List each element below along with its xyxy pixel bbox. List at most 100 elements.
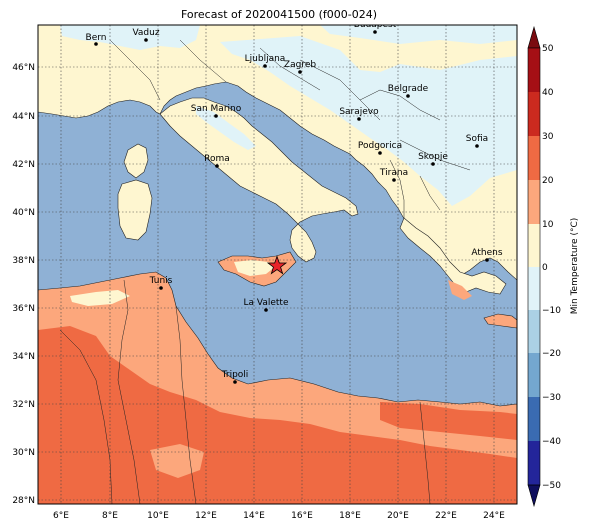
- colorbar-band: [528, 310, 540, 353]
- land-peloponnese-warm: [448, 280, 472, 300]
- x-axis: 6°E 8°E 10°E 12°E 14°E 16°E 18°E 20°E 22…: [53, 511, 505, 521]
- city-sofia: Sofia: [466, 134, 488, 148]
- colorbar-band: [528, 441, 540, 485]
- city-dot: [144, 38, 148, 42]
- city-dot: [378, 151, 382, 155]
- colorbar-band: [528, 353, 540, 397]
- city-label: La Valette: [244, 298, 289, 308]
- map-title: Forecast of 2020041500 (f000-024): [181, 8, 377, 21]
- city-tripoli: Tripoli: [221, 370, 249, 384]
- land-sicily-core: [234, 260, 276, 276]
- cold-patch-balkans: [220, 36, 517, 206]
- city-dot: [357, 117, 361, 121]
- cold-patch-alps: [60, 25, 200, 50]
- city-budapest: Budapest: [354, 20, 397, 34]
- cold-patch-apennine: [196, 106, 256, 150]
- city-tunis: Tunis: [149, 276, 173, 290]
- colorbar-band: [528, 92, 540, 136]
- colorbar-extend-top: [527, 25, 541, 49]
- city-label: Tripoli: [221, 370, 249, 380]
- y-tick-label: 30°N: [12, 448, 35, 458]
- y-tick-label: 42°N: [12, 160, 35, 170]
- city-bern: Bern: [86, 33, 107, 46]
- y-tick-label: 44°N: [12, 112, 35, 122]
- colorbar-tick-label: 10: [542, 220, 554, 230]
- y-tick-label: 34°N: [12, 352, 35, 362]
- colorbar: 50 40 30 20 10 0 −10 −20 −30 −40 −50 Min…: [527, 25, 580, 508]
- y-tick-label: 38°N: [12, 256, 35, 266]
- x-tick-label: 24°E: [483, 511, 505, 521]
- colorbar-tick-label: −40: [542, 437, 561, 447]
- land-greece: [399, 217, 507, 295]
- city-label: Vaduz: [132, 28, 159, 38]
- city-la-valette: La Valette: [244, 298, 289, 312]
- land-sardinia: [117, 179, 153, 241]
- city-skopje: Skopje: [418, 152, 448, 166]
- city-label: Ljubljana: [245, 54, 286, 64]
- colorbar-tick-label: −20: [542, 349, 561, 359]
- city-zagreb: Zagreb: [284, 60, 316, 74]
- x-tick-label: 6°E: [53, 511, 69, 521]
- country-borders: [59, 39, 471, 504]
- y-axis: 46°N 44°N 42°N 40°N 38°N 36°N 34°N 32°N …: [12, 63, 35, 506]
- cool-patch-atlas: [70, 290, 130, 306]
- x-tick-label: 14°E: [243, 511, 265, 521]
- city-dot: [159, 286, 163, 290]
- red-star-icon: [266, 255, 288, 275]
- colorbar-tick-label: 30: [542, 132, 554, 142]
- hot-patch-sahara-east: [380, 402, 517, 440]
- colorbar-ticks: 50 40 30 20 10 0 −10 −20 −30 −40 −50: [542, 44, 561, 491]
- city-label: San Marino: [191, 104, 242, 114]
- city-dot: [233, 380, 237, 384]
- colorbar-band: [528, 136, 540, 180]
- city-dot: [215, 164, 219, 168]
- colorbar-tick-label: 50: [542, 44, 554, 54]
- city-dot: [94, 42, 98, 46]
- city-label: Roma: [204, 154, 230, 164]
- y-tick-label: 32°N: [12, 400, 35, 410]
- city-dot: [475, 144, 479, 148]
- y-tick-label: 46°N: [12, 63, 35, 73]
- city-san-marino: San Marino: [191, 104, 242, 118]
- colorbar-label: Min Temperature (°C): [570, 218, 580, 315]
- city-roma: Roma: [204, 154, 230, 168]
- city-dot: [406, 94, 410, 98]
- city-label: Skopje: [418, 152, 448, 162]
- colorbar-tick-label: 20: [542, 176, 554, 186]
- x-tick-label: 16°E: [291, 511, 313, 521]
- x-tick-label: 8°E: [102, 511, 118, 521]
- city-dot: [263, 64, 267, 68]
- city-label: Budapest: [354, 20, 397, 30]
- city-label: Bern: [86, 33, 107, 43]
- colorbar-band: [528, 180, 540, 224]
- city-tirana: Tirana: [379, 168, 408, 182]
- colorbar-tick-label: 40: [542, 88, 554, 98]
- city-label: Tirana: [379, 168, 408, 178]
- colorbar-tick-label: 0: [542, 263, 548, 273]
- city-dot: [214, 114, 218, 118]
- x-tick-label: 12°E: [195, 511, 217, 521]
- colorbar-band: [528, 48, 540, 92]
- land-corsica: [123, 143, 149, 179]
- city-label: Belgrade: [388, 84, 429, 94]
- cold-patch-north-east: [320, 25, 517, 44]
- city-vaduz: Vaduz: [132, 28, 160, 42]
- colorbar-band: [528, 397, 540, 441]
- colorbar-extend-bottom: [527, 484, 541, 508]
- city-ljubljana: Ljubljana: [245, 54, 286, 68]
- city-dot: [264, 308, 268, 312]
- warm-patch-south: [150, 444, 204, 478]
- x-tick-label: 20°E: [387, 511, 409, 521]
- city-podgorica: Podgorica: [358, 141, 402, 155]
- city-dot: [298, 70, 302, 74]
- y-tick-label: 28°N: [12, 496, 35, 506]
- x-tick-label: 10°E: [147, 511, 169, 521]
- city-dot: [485, 258, 489, 262]
- city-label: Sarajevo: [339, 107, 379, 117]
- colorbar-tick-label: −30: [542, 393, 561, 403]
- colorbar-tick-label: −10: [542, 306, 561, 316]
- map-frame: [37, 24, 518, 505]
- map-area: Bern Vaduz Budapest Ljubljana Zagreb Bel…: [38, 20, 517, 504]
- land-italy: [159, 97, 359, 263]
